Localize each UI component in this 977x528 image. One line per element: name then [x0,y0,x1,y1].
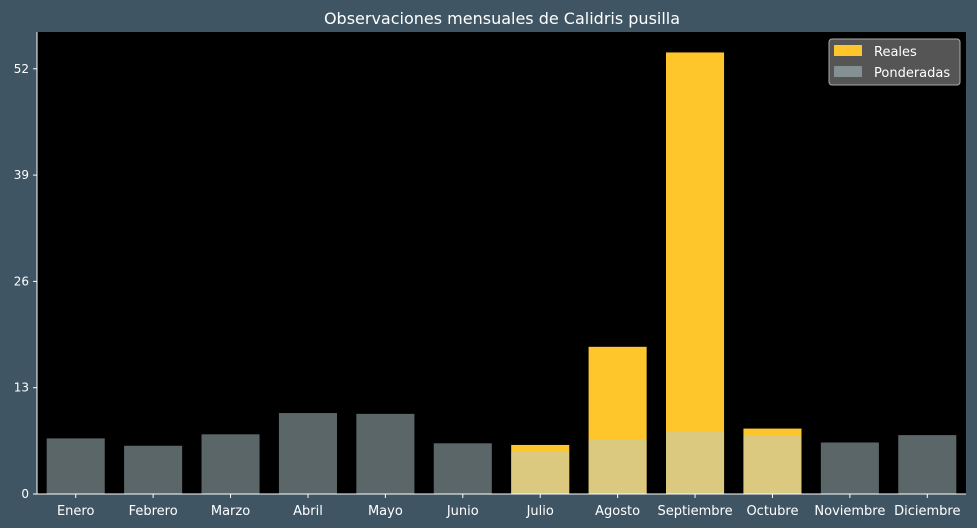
x-tick-label: Octubre [746,504,798,519]
bar-ponderadas-febrero [124,445,183,494]
x-tick-label: Noviembre [814,504,885,519]
x-tick-label: Febrero [129,504,178,519]
bar-ponderadas-julio [511,451,570,494]
x-axis: Enero Febrero Marzo Abril Mayo Junio Julio Agos… [37,493,966,519]
bar-ponderadas-enero [46,438,105,494]
x-tick-label: Abril [293,504,323,519]
y-tick-label: 26 [14,274,29,288]
x-tick-label: Junio [446,504,479,519]
x-tick-label: Septiembre [657,504,732,519]
y-tick-label: 13 [14,381,29,395]
legend-label: Ponderadas [874,66,950,81]
y-tick-label: 39 [14,168,29,182]
bars-group [46,52,957,495]
bar-ponderadas-abril [278,413,337,494]
bar-reales-septiembre [666,52,725,495]
bar-ponderadas-agosto [588,440,647,494]
x-tick-label: Agosto [595,504,640,519]
bar-ponderadas-diciembre [898,435,957,494]
x-tick-label: Julio [526,504,554,519]
legend-label: Reales [874,45,917,60]
plot-area [37,32,966,494]
bar-ponderadas-noviembre [820,442,879,494]
y-tick-label: 52 [14,62,29,76]
legend-swatch [834,66,862,77]
legend: Reales Ponderadas [828,38,961,86]
chart-title: Observaciones mensuales de Calidris pusi… [324,9,680,28]
bar-ponderadas-marzo [201,434,260,494]
bar-ponderadas-septiembre [666,431,725,494]
bar-ponderadas-octubre [743,435,802,494]
y-tick-label: 0 [21,487,29,501]
bar-ponderadas-junio [433,443,492,494]
bar-ponderadas-mayo [356,413,415,494]
legend-swatch [834,45,862,56]
x-tick-label: Mayo [368,504,403,519]
x-tick-label: Diciembre [894,504,960,519]
x-tick-label: Enero [57,504,95,519]
x-tick-label: Marzo [211,504,250,519]
y-axis: 0 13 26 39 52 [14,32,38,501]
